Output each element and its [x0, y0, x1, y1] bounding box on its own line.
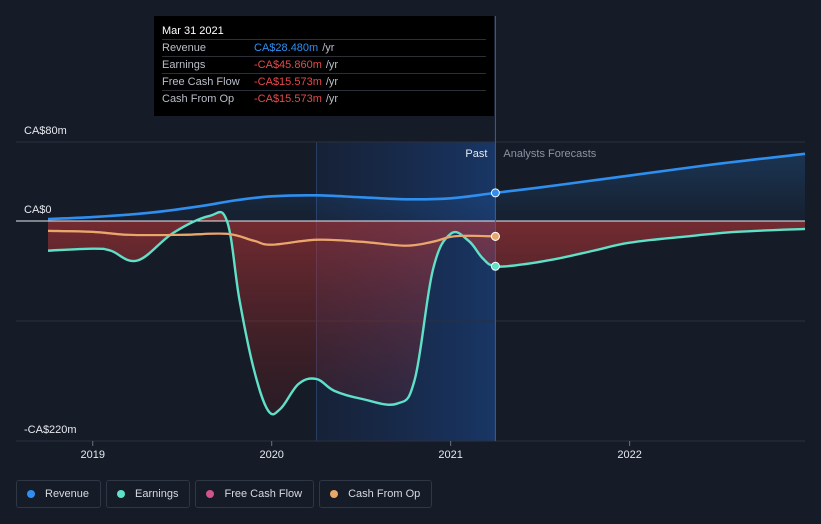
- legend-item-cash-from-op[interactable]: Cash From Op: [319, 480, 433, 508]
- legend-item-earnings[interactable]: Earnings: [106, 480, 191, 508]
- legend-dot-icon: [330, 490, 339, 498]
- tooltip-unit: /yr: [322, 42, 335, 54]
- legend-label: Cash From Op: [348, 488, 421, 500]
- tooltip-label: Earnings: [162, 59, 206, 71]
- legend-label: Earnings: [135, 488, 179, 500]
- earnings-marker: [490, 261, 500, 271]
- cash-from-op-marker: [490, 231, 500, 241]
- y-axis-label-bottom: -CA$220m: [24, 424, 77, 436]
- revenue-area: [48, 153, 805, 221]
- tooltip-row-revenue: Revenue CA$28.480m /yr: [162, 39, 486, 56]
- legend-item-revenue[interactable]: Revenue: [16, 480, 102, 508]
- tooltip-row-cash-from-op: Cash From Op -CA$15.573m /yr: [162, 90, 486, 107]
- tooltip-value: -CA$15.573m: [254, 93, 322, 105]
- tooltip-label: Cash From Op: [162, 93, 235, 105]
- y-axis-label-top: CA$80m: [24, 125, 67, 137]
- tooltip-date: Mar 31 2021: [162, 25, 224, 37]
- past-label: Past: [465, 148, 487, 160]
- tooltip-unit: /yr: [325, 76, 339, 88]
- x-tick-label: 2022: [617, 449, 641, 461]
- revenue-marker: [490, 188, 500, 198]
- legend-dot-icon: [206, 490, 215, 498]
- tooltip-row-earnings: Earnings -CA$45.860m /yr: [162, 56, 486, 73]
- tooltip-value: -CA$45.860m: [254, 59, 322, 71]
- tooltip-row-free-cash-flow: Free Cash Flow -CA$15.573m /yr: [162, 73, 486, 90]
- tooltip-label: Free Cash Flow: [162, 76, 240, 88]
- legend-item-free-cash-flow[interactable]: Free Cash Flow: [195, 480, 315, 508]
- tooltip-unit: /yr: [325, 59, 339, 71]
- y-axis-label-zero: CA$0: [24, 204, 52, 216]
- legend: Revenue Earnings Free Cash Flow Cash Fro…: [16, 480, 433, 508]
- tooltip-label: Revenue: [162, 42, 207, 54]
- forecast-label: Analysts Forecasts: [503, 148, 596, 160]
- tooltip-unit: /yr: [325, 93, 339, 105]
- x-tick-label: 2019: [80, 449, 104, 461]
- earnings-line: [47, 210, 806, 416]
- legend-dot-icon: [117, 490, 126, 498]
- x-tick-label: 2020: [259, 449, 283, 461]
- legend-label: Free Cash Flow: [224, 488, 303, 500]
- x-tick-label: 2021: [438, 449, 462, 461]
- revenue-line: [47, 152, 806, 221]
- legend-label: Revenue: [45, 488, 90, 500]
- tooltip-value: -CA$15.573m: [254, 76, 322, 88]
- earnings-area: [48, 212, 805, 415]
- legend-dot-icon: [27, 490, 35, 498]
- tooltip: Mar 31 2021 Revenue CA$28.480m /yr Earni…: [154, 16, 494, 116]
- cash-from-op-line: [47, 229, 496, 247]
- tooltip-value: CA$28.480m: [254, 42, 319, 54]
